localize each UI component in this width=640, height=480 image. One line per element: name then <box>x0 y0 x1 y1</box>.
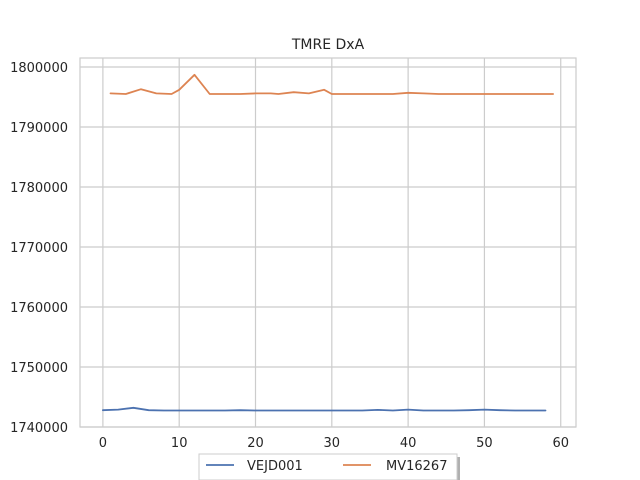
axes-frame <box>79 57 577 428</box>
y-tick-label: 1750000 <box>10 361 68 376</box>
x-tick-label: 10 <box>171 436 188 451</box>
x-tick-labels: 0 10 20 30 40 50 60 <box>99 436 569 451</box>
legend-label-vejd001: VEJD001 <box>247 459 303 474</box>
y-tick-label: 1780000 <box>10 181 68 196</box>
legend: VEJD001 MV16267 <box>198 453 460 480</box>
legend-box <box>198 453 458 480</box>
x-tick-label: 0 <box>99 436 107 451</box>
x-tick-label: 30 <box>324 436 341 451</box>
chart-title: TMRE DxA <box>291 37 365 53</box>
x-tick-label: 50 <box>476 436 493 451</box>
x-tick-label: 20 <box>247 436 264 451</box>
y-tick-label: 1800000 <box>10 61 68 76</box>
y-tick-labels: 1740000 1750000 1760000 1770000 1780000 17900… <box>10 61 68 436</box>
legend-label-mv16267: MV16267 <box>386 459 447 474</box>
series-line-mv16267 <box>109 73 554 95</box>
y-tick-label: 1760000 <box>10 301 68 316</box>
series-lines <box>102 73 554 412</box>
axes-background <box>80 58 576 427</box>
y-tick-label: 1740000 <box>10 421 68 436</box>
y-tick-label: 1770000 <box>10 241 68 256</box>
x-tick-label: 60 <box>552 436 569 451</box>
plot-area <box>79 57 577 428</box>
series-line-vejd001 <box>102 406 547 412</box>
y-tick-label: 1790000 <box>10 121 68 136</box>
x-tick-label: 40 <box>400 436 417 451</box>
